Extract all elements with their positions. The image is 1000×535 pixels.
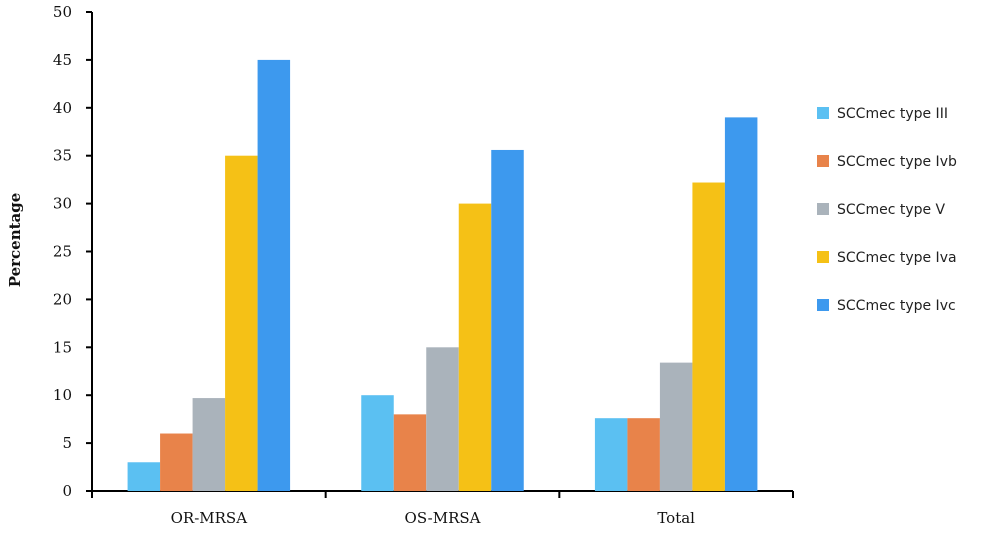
y-tick-label: 10 xyxy=(53,386,72,404)
y-tick-label: 25 xyxy=(53,243,72,261)
legend-swatch xyxy=(817,155,829,167)
x-axis: OR-MRSA OS-MRSA Total xyxy=(91,490,794,527)
bars xyxy=(127,59,758,492)
bar xyxy=(257,59,291,492)
legend-swatch xyxy=(817,251,829,263)
y-tick-label: 0 xyxy=(62,482,72,500)
bar xyxy=(393,414,427,491)
y-tick-label: 15 xyxy=(53,338,72,356)
bar xyxy=(426,347,459,491)
bar xyxy=(724,117,758,491)
legend-label: SCCmec type Ivb xyxy=(837,154,957,170)
x-category-label: Total xyxy=(657,509,695,527)
bar xyxy=(594,418,628,491)
bar xyxy=(458,203,492,491)
bar xyxy=(192,398,226,491)
y-tick-label: 5 xyxy=(62,434,72,452)
legend-label: SCCmec type Iva xyxy=(837,250,957,266)
y-axis-title: Percentage xyxy=(6,193,24,288)
y-tick-label: 50 xyxy=(53,3,72,21)
legend-label: SCCmec type Ivc xyxy=(837,298,956,314)
y-tick-label: 40 xyxy=(53,99,72,117)
legend-swatch xyxy=(817,107,829,119)
legend-label: SCCmec type III xyxy=(837,106,948,122)
legend-swatch xyxy=(817,299,829,311)
y-axis: 0 5 10 15 20 25 30 35 40 45 50 xyxy=(53,3,93,500)
legend-swatch xyxy=(817,203,829,215)
x-category-label: OS-MRSA xyxy=(405,509,481,527)
legend-label: SCCmec type V xyxy=(837,202,946,218)
y-tick-label: 45 xyxy=(53,51,72,69)
bar xyxy=(160,433,193,491)
bar xyxy=(627,418,660,491)
bar xyxy=(127,462,161,491)
y-tick-label: 20 xyxy=(53,290,72,308)
legend: SCCmec type III SCCmec type Ivb SCCmec typ… xyxy=(817,106,957,314)
y-tick-label: 30 xyxy=(53,195,72,213)
bar xyxy=(361,395,394,491)
bar xyxy=(491,149,524,491)
bar xyxy=(659,362,693,491)
y-tick-label: 35 xyxy=(53,147,72,165)
bar xyxy=(692,182,725,492)
x-category-label: OR-MRSA xyxy=(171,509,248,527)
bar xyxy=(225,155,258,491)
